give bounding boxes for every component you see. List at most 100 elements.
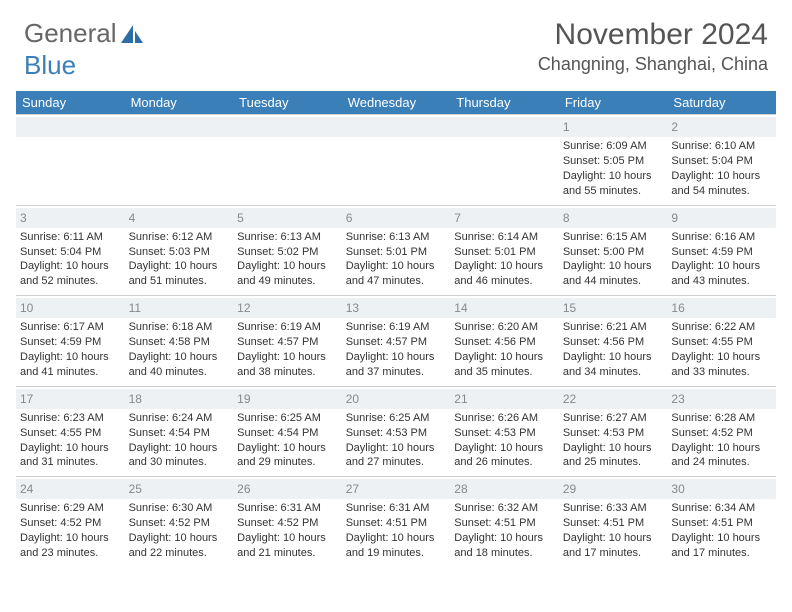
empty-cell — [450, 115, 559, 205]
empty-cell — [342, 115, 451, 205]
empty-cell — [16, 115, 125, 205]
day-info: Sunrise: 6:27 AMSunset: 4:53 PMDaylight:… — [563, 411, 664, 470]
day-info: Sunrise: 6:21 AMSunset: 4:56 PMDaylight:… — [563, 320, 664, 379]
day-info: Sunrise: 6:16 AMSunset: 4:59 PMDaylight:… — [671, 230, 772, 289]
day-info: Sunrise: 6:15 AMSunset: 5:00 PMDaylight:… — [563, 230, 664, 289]
day-cell: 4Sunrise: 6:12 AMSunset: 5:03 PMDaylight… — [125, 206, 234, 296]
empty-band — [233, 117, 342, 137]
day-cell: 30Sunrise: 6:34 AMSunset: 4:51 PMDayligh… — [667, 477, 776, 567]
day-info: Sunrise: 6:20 AMSunset: 4:56 PMDaylight:… — [454, 320, 555, 379]
day-info: Sunrise: 6:23 AMSunset: 4:55 PMDaylight:… — [20, 411, 121, 470]
day-number: 8 — [559, 208, 668, 228]
empty-cell — [125, 115, 234, 205]
page-header: General November 2024 Changning, Shangha… — [0, 0, 792, 83]
dow-cell: Friday — [559, 91, 668, 114]
day-number: 9 — [667, 208, 776, 228]
day-info: Sunrise: 6:09 AMSunset: 5:05 PMDaylight:… — [563, 139, 664, 198]
day-cell: 5Sunrise: 6:13 AMSunset: 5:02 PMDaylight… — [233, 206, 342, 296]
empty-band — [450, 117, 559, 137]
day-info: Sunrise: 6:24 AMSunset: 4:54 PMDaylight:… — [129, 411, 230, 470]
day-number: 26 — [233, 479, 342, 499]
day-number: 24 — [16, 479, 125, 499]
day-number: 18 — [125, 389, 234, 409]
day-number: 30 — [667, 479, 776, 499]
day-cell: 12Sunrise: 6:19 AMSunset: 4:57 PMDayligh… — [233, 296, 342, 386]
day-cell: 23Sunrise: 6:28 AMSunset: 4:52 PMDayligh… — [667, 387, 776, 477]
day-cell: 16Sunrise: 6:22 AMSunset: 4:55 PMDayligh… — [667, 296, 776, 386]
day-cell: 10Sunrise: 6:17 AMSunset: 4:59 PMDayligh… — [16, 296, 125, 386]
week-row: 3Sunrise: 6:11 AMSunset: 5:04 PMDaylight… — [16, 205, 776, 296]
day-cell: 8Sunrise: 6:15 AMSunset: 5:00 PMDaylight… — [559, 206, 668, 296]
brand-part1: General — [24, 18, 117, 49]
day-number: 14 — [450, 298, 559, 318]
week-row: 17Sunrise: 6:23 AMSunset: 4:55 PMDayligh… — [16, 386, 776, 477]
day-info: Sunrise: 6:10 AMSunset: 5:04 PMDaylight:… — [671, 139, 772, 198]
day-cell: 2Sunrise: 6:10 AMSunset: 5:04 PMDaylight… — [667, 115, 776, 205]
day-number: 21 — [450, 389, 559, 409]
dow-cell: Sunday — [16, 91, 125, 114]
day-cell: 20Sunrise: 6:25 AMSunset: 4:53 PMDayligh… — [342, 387, 451, 477]
day-cell: 6Sunrise: 6:13 AMSunset: 5:01 PMDaylight… — [342, 206, 451, 296]
day-cell: 7Sunrise: 6:14 AMSunset: 5:01 PMDaylight… — [450, 206, 559, 296]
day-cell: 22Sunrise: 6:27 AMSunset: 4:53 PMDayligh… — [559, 387, 668, 477]
day-info: Sunrise: 6:32 AMSunset: 4:51 PMDaylight:… — [454, 501, 555, 560]
day-number: 20 — [342, 389, 451, 409]
day-cell: 29Sunrise: 6:33 AMSunset: 4:51 PMDayligh… — [559, 477, 668, 567]
week-row: 10Sunrise: 6:17 AMSunset: 4:59 PMDayligh… — [16, 295, 776, 386]
day-cell: 1Sunrise: 6:09 AMSunset: 5:05 PMDaylight… — [559, 115, 668, 205]
brand-sail-icon — [119, 23, 145, 45]
day-number: 15 — [559, 298, 668, 318]
day-info: Sunrise: 6:33 AMSunset: 4:51 PMDaylight:… — [563, 501, 664, 560]
calendar-grid: SundayMondayTuesdayWednesdayThursdayFrid… — [16, 91, 776, 567]
day-info: Sunrise: 6:19 AMSunset: 4:57 PMDaylight:… — [346, 320, 447, 379]
day-cell: 17Sunrise: 6:23 AMSunset: 4:55 PMDayligh… — [16, 387, 125, 477]
day-number: 22 — [559, 389, 668, 409]
empty-band — [125, 117, 234, 137]
day-cell: 25Sunrise: 6:30 AMSunset: 4:52 PMDayligh… — [125, 477, 234, 567]
day-cell: 28Sunrise: 6:32 AMSunset: 4:51 PMDayligh… — [450, 477, 559, 567]
empty-band — [16, 117, 125, 137]
day-number: 11 — [125, 298, 234, 318]
day-number: 3 — [16, 208, 125, 228]
empty-cell — [233, 115, 342, 205]
day-cell: 18Sunrise: 6:24 AMSunset: 4:54 PMDayligh… — [125, 387, 234, 477]
day-cell: 13Sunrise: 6:19 AMSunset: 4:57 PMDayligh… — [342, 296, 451, 386]
day-info: Sunrise: 6:13 AMSunset: 5:02 PMDaylight:… — [237, 230, 338, 289]
day-number: 25 — [125, 479, 234, 499]
day-number: 27 — [342, 479, 451, 499]
day-cell: 19Sunrise: 6:25 AMSunset: 4:54 PMDayligh… — [233, 387, 342, 477]
day-info: Sunrise: 6:19 AMSunset: 4:57 PMDaylight:… — [237, 320, 338, 379]
dow-cell: Wednesday — [342, 91, 451, 114]
day-number: 28 — [450, 479, 559, 499]
dow-row: SundayMondayTuesdayWednesdayThursdayFrid… — [16, 91, 776, 114]
day-number: 2 — [667, 117, 776, 137]
day-number: 29 — [559, 479, 668, 499]
week-row: 24Sunrise: 6:29 AMSunset: 4:52 PMDayligh… — [16, 476, 776, 567]
day-number: 7 — [450, 208, 559, 228]
day-info: Sunrise: 6:29 AMSunset: 4:52 PMDaylight:… — [20, 501, 121, 560]
day-cell: 3Sunrise: 6:11 AMSunset: 5:04 PMDaylight… — [16, 206, 125, 296]
day-info: Sunrise: 6:17 AMSunset: 4:59 PMDaylight:… — [20, 320, 121, 379]
empty-band — [342, 117, 451, 137]
day-number: 12 — [233, 298, 342, 318]
day-cell: 21Sunrise: 6:26 AMSunset: 4:53 PMDayligh… — [450, 387, 559, 477]
day-cell: 14Sunrise: 6:20 AMSunset: 4:56 PMDayligh… — [450, 296, 559, 386]
day-number: 1 — [559, 117, 668, 137]
day-number: 17 — [16, 389, 125, 409]
day-cell: 24Sunrise: 6:29 AMSunset: 4:52 PMDayligh… — [16, 477, 125, 567]
day-cell: 11Sunrise: 6:18 AMSunset: 4:58 PMDayligh… — [125, 296, 234, 386]
day-info: Sunrise: 6:25 AMSunset: 4:54 PMDaylight:… — [237, 411, 338, 470]
brand-logo: General — [24, 18, 145, 49]
day-info: Sunrise: 6:34 AMSunset: 4:51 PMDaylight:… — [671, 501, 772, 560]
day-info: Sunrise: 6:13 AMSunset: 5:01 PMDaylight:… — [346, 230, 447, 289]
day-number: 16 — [667, 298, 776, 318]
dow-cell: Thursday — [450, 91, 559, 114]
day-info: Sunrise: 6:28 AMSunset: 4:52 PMDaylight:… — [671, 411, 772, 470]
day-cell: 9Sunrise: 6:16 AMSunset: 4:59 PMDaylight… — [667, 206, 776, 296]
title-block: November 2024 Changning, Shanghai, China — [538, 18, 768, 75]
day-info: Sunrise: 6:11 AMSunset: 5:04 PMDaylight:… — [20, 230, 121, 289]
day-info: Sunrise: 6:31 AMSunset: 4:52 PMDaylight:… — [237, 501, 338, 560]
day-number: 4 — [125, 208, 234, 228]
day-number: 6 — [342, 208, 451, 228]
day-cell: 27Sunrise: 6:31 AMSunset: 4:51 PMDayligh… — [342, 477, 451, 567]
